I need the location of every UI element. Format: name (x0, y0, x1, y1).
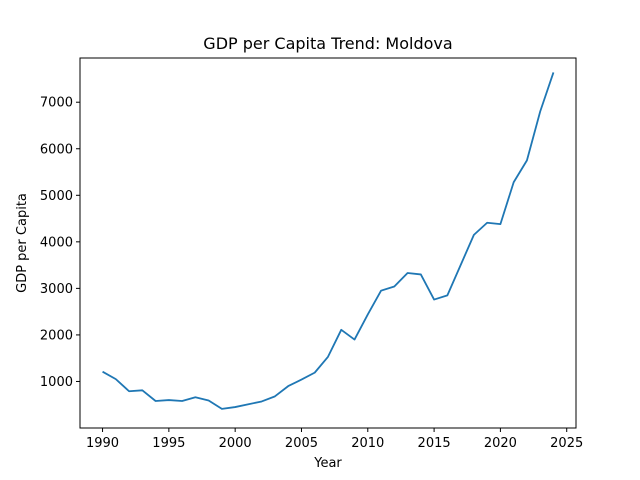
plot-area: 1990 1995 2000 2005 2010 2015 2020 2025 1000 200… (40, 57, 583, 451)
x-tick-label: 2010 (351, 436, 384, 451)
y-tick-label: 6000 (40, 142, 73, 157)
y-axis: 1000 2000 3000 4000 5000 6000 7000 (40, 96, 80, 390)
y-tick-label: 1000 (40, 375, 73, 390)
x-tick-label: 2020 (484, 436, 517, 451)
x-tick-label: 2005 (285, 436, 318, 451)
x-tick-label: 2000 (219, 436, 252, 451)
x-tick-label: 2025 (550, 436, 583, 451)
plot-frame (79, 57, 577, 429)
y-tick-label: 4000 (40, 235, 73, 250)
x-tick-label: 1995 (152, 436, 185, 451)
y-tick-label: 2000 (40, 328, 73, 343)
x-tick-label: 2015 (418, 436, 451, 451)
x-axis: 1990 1995 2000 2005 2010 2015 2020 2025 (86, 428, 583, 451)
y-tick-label: 3000 (40, 282, 73, 297)
x-axis-label: Year (313, 456, 342, 471)
chart-title: GDP per Capita Trend: Moldova (203, 34, 452, 53)
x-tick-label: 1990 (86, 436, 119, 451)
y-tick-label: 7000 (40, 96, 73, 111)
y-tick-label: 5000 (40, 189, 73, 204)
series-layer (102, 72, 555, 410)
y-axis-label: GDP per Capita (15, 193, 30, 293)
series-line (102, 72, 555, 410)
